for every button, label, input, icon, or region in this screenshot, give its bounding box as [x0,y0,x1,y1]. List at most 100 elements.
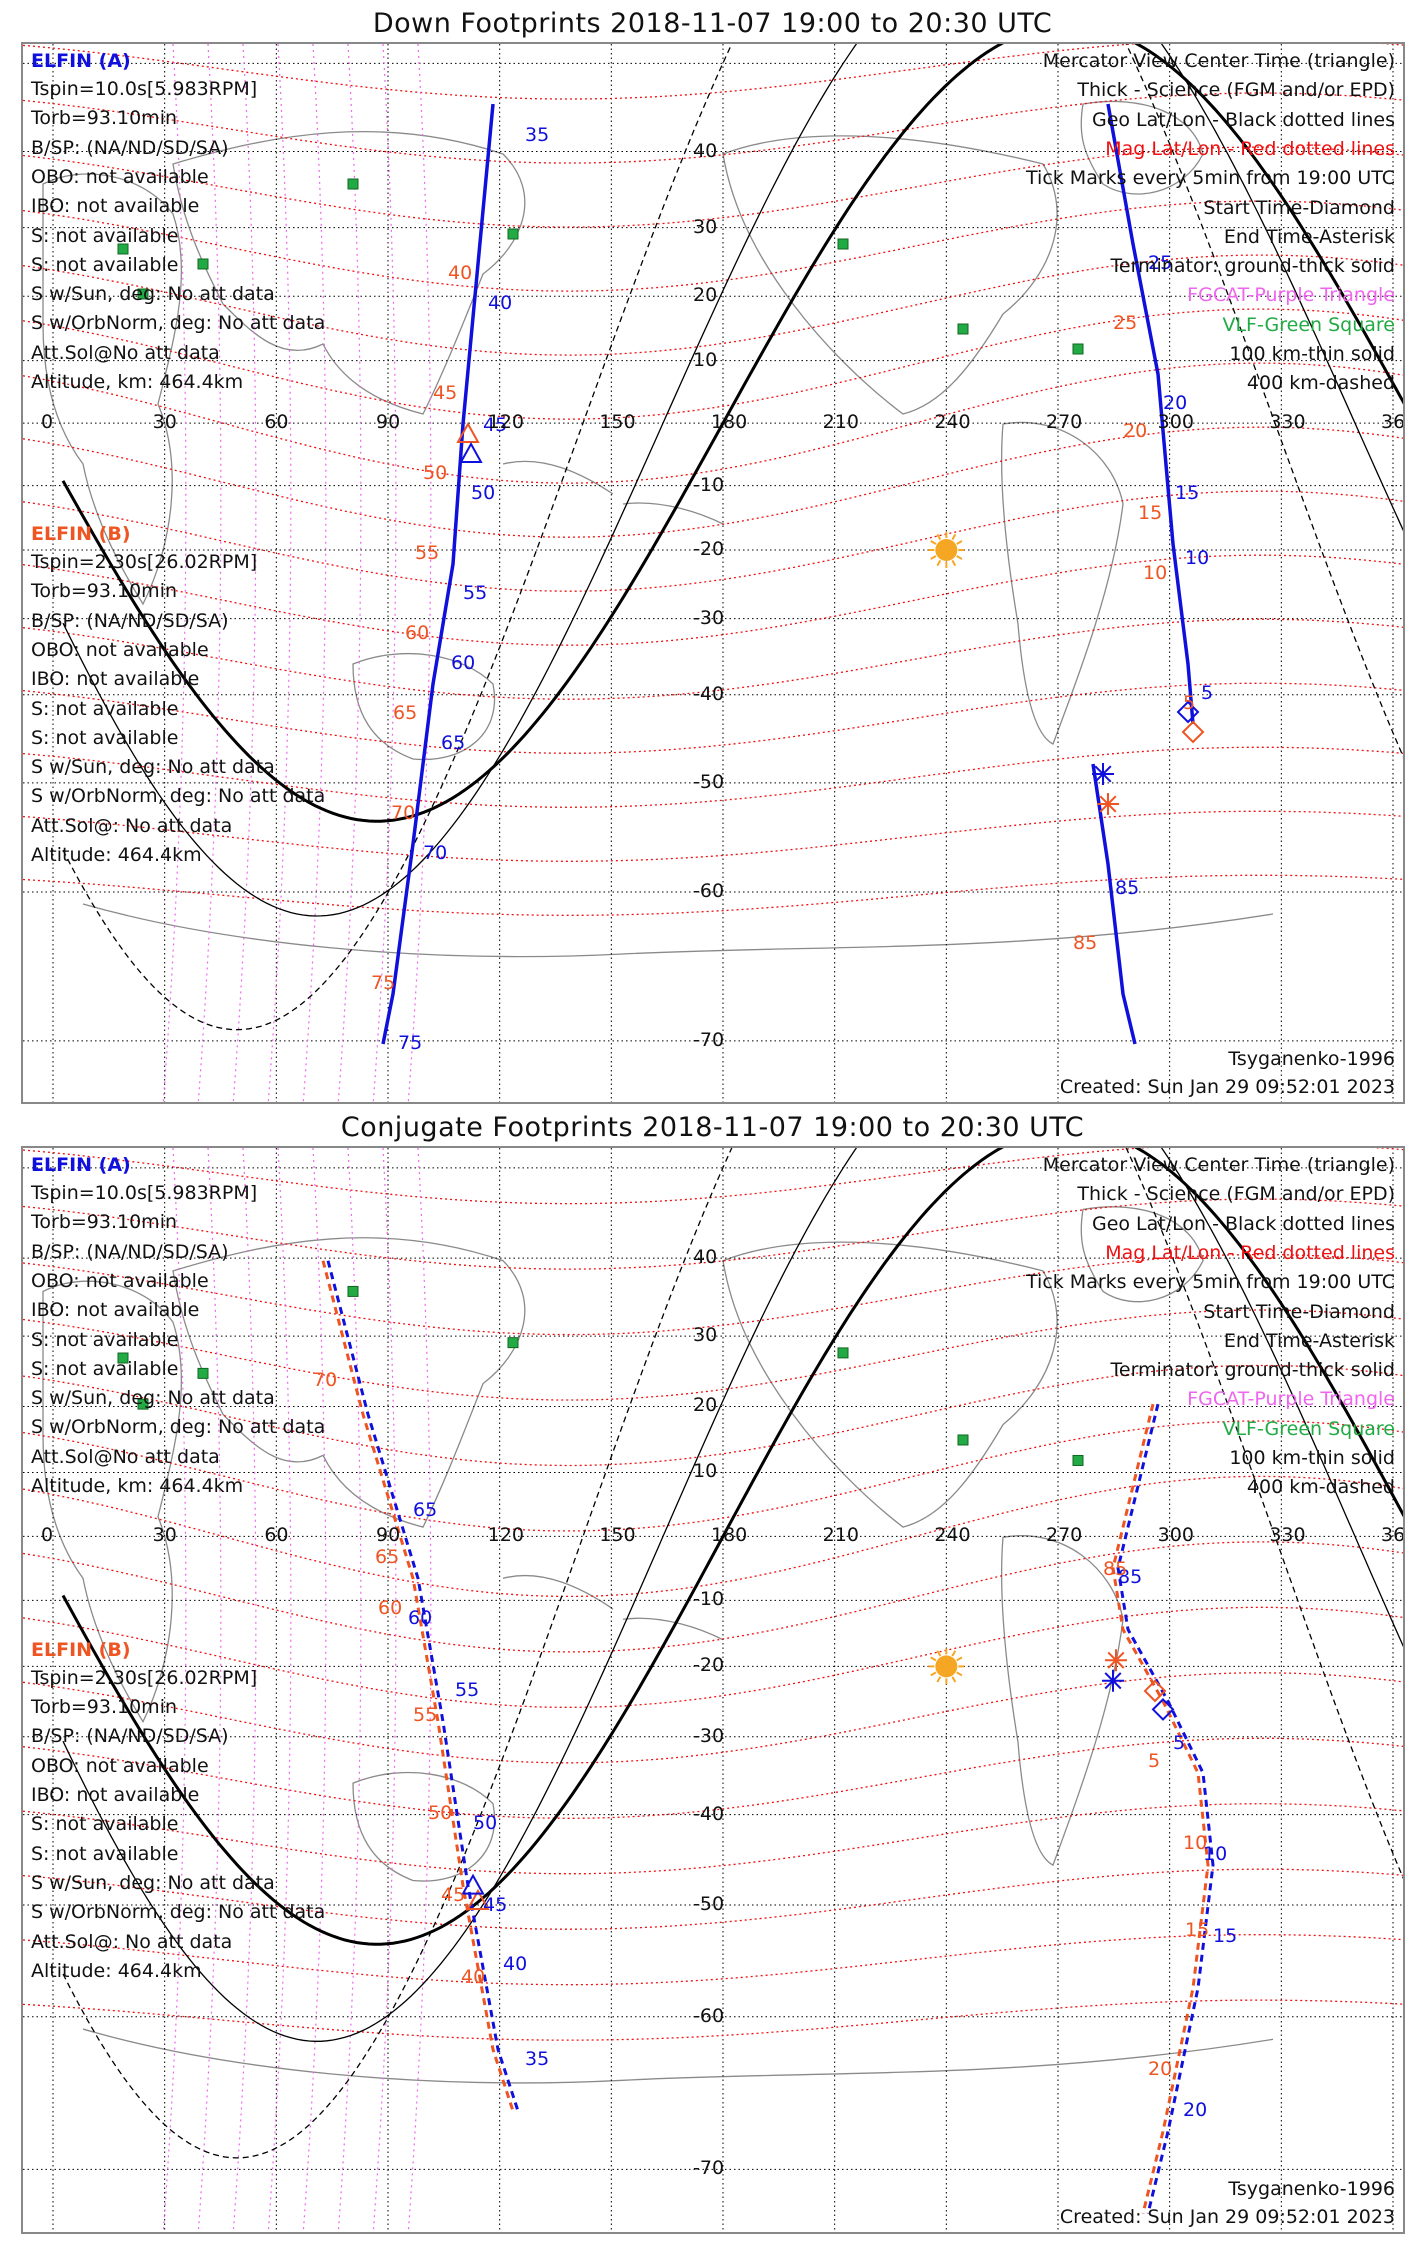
sc-a-info-line: Att.Sol@No att data [31,1445,220,1468]
sc-a-name: ELFIN (A) [31,1154,131,1176]
track-tick-label-a: 85 [1115,877,1140,899]
legend-entry: Start Time-Diamond [1203,1300,1395,1323]
mag-parallel [23,1148,1403,1205]
mag-meridian [267,1148,292,2232]
mag-grid [23,44,1403,916]
longitude-tick-label: 0 [41,411,54,434]
sc-b-info-line: S w/Sun, deg: No att data [31,756,275,779]
vlf-station-marker [197,258,209,270]
vlf-station-marker [957,323,969,335]
vlf-station-marker [347,1285,359,1297]
sun-ray [951,559,957,567]
sc-b-name: ELFIN (B) [31,1638,131,1661]
asterisk-stroke [1104,1672,1122,1690]
longitude-tick-label: 60 [264,411,289,434]
created-timestamp: Created: Sun Jan 29 09:52:01 2023 [1059,1076,1395,1098]
mag-meridians [162,44,432,1102]
mag-meridian [407,1148,432,2232]
latitude-tick-label: -60 [693,2004,725,2027]
mag-parallel [23,1606,1403,1708]
track-tick-label-b: 75 [371,972,396,994]
track-tick-label-b: 65 [393,702,418,724]
mag-meridian [267,44,292,1102]
longitude-tick-label: 120 [487,411,524,434]
vlf-station-marker [137,288,149,300]
end-asterisk-a [1102,1669,1124,1692]
track-tick-label-a: 15 [1175,482,1200,504]
track-tick-label-a: 45 [483,1893,508,1916]
vlf-station-marker [837,238,849,250]
track-tick-label-a: 55 [463,582,488,604]
track-tick-label-b: 50 [428,1801,453,1824]
track-tick-label-b: 40 [461,1965,486,1988]
track-tick-label-a: 5 [1173,1732,1186,1754]
mag-parallel [23,1364,1403,1467]
sc-a-info-line: B/SP: (NA/ND/SD/SA) [31,1240,229,1263]
track-tick-label-b: 15 [1185,1919,1210,1942]
coastline-landmass [42,173,182,606]
mag-meridians [162,1148,432,2232]
track-tick-label-a: 45 [483,414,508,436]
sc-a-info-line: B/SP: (NA/ND/SD/SA) [31,136,229,159]
legend-entry: 400 km-dashed [1246,372,1395,395]
terminator-100km [62,1148,1403,2042]
track-tick-label-b: 70 [313,1369,338,1392]
mag-meridian [372,1148,397,2232]
sc-a-track [326,1260,520,2112]
track-tick-label-b: 55 [415,542,440,564]
mag-parallel [23,1934,1403,1986]
sun-disk [935,539,958,562]
track-tick-label-a: 15 [1213,1924,1238,1947]
coastline-landmass [352,653,496,761]
track-tick-label-b: 60 [378,1596,403,1619]
sun-ray [930,1656,937,1662]
mag-parallel [23,1198,1403,1270]
coastline-landmass [352,1771,496,1882]
legend-entry: Mercator View Center Time (triangle) [1042,50,1395,72]
sc-a-info-line: S w/OrbNorm, deg: No att data [31,312,326,335]
sun-ray [956,1671,963,1677]
sc-b-info-line: Altitude: 464.4km [31,1959,202,1982]
sc-a-info-line: S w/OrbNorm, deg: No att data [31,1416,326,1439]
mag-meridian [302,44,327,1102]
legend-entry: Thick - Science (FGM and/or EPD) [1077,1183,1395,1206]
legend-entry: End Time-Asterisk [1223,225,1395,248]
legend-entry: Tick Marks every 5min from 19:00 UTC [1026,1271,1395,1294]
longitude-tick-label: 150 [599,1524,636,1547]
legend-entry: VLF-Green Square [1222,1417,1395,1440]
vlf-station-marker [347,178,359,190]
sun-ray [930,540,937,545]
legend-entry: FGCAT-Purple Triangle [1187,284,1395,307]
track-tick-label-a: 60 [451,652,476,674]
track-tick-label-b: 45 [441,1883,466,1906]
latitude-tick-label: 20 [693,1394,718,1417]
track-tick-label-a: 75 [398,1032,423,1054]
longitude-tick-label: 90 [376,1524,401,1547]
mag-parallel [23,682,1403,754]
legend-entry: Start Time-Diamond [1203,196,1395,219]
sc-b-name: ELFIN (B) [31,523,131,546]
coastline-landmass [1001,421,1124,745]
sc-a-info-line: Altitude, km: 464.4km [31,371,244,393]
track-tick-label-b: 15 [1138,502,1163,524]
sc-b-info-line: IBO: not available [31,1784,200,1807]
track-tick-label-b: 40 [448,262,473,284]
asterisk-stroke [1099,795,1117,813]
mag-parallel [23,426,1403,538]
vlf-station-marker [957,1434,969,1446]
map-panel: 35 40 45 50 55 60 65 70 75 40 45 50 55 60 65 70 75 25 20 15… [21,42,1405,1104]
sc-a-track [1106,103,1195,725]
sc-b-info-line: S: not available [31,697,179,720]
longitude-tick-label: 240 [934,1524,971,1547]
latitude-tick-label: -20 [693,538,725,560]
sun-ray [936,559,942,567]
longitude-tick-label: 270 [1046,1524,1083,1547]
track-tick-label-a: 65 [441,732,466,754]
track-tick-label-b: 5 [1148,1750,1161,1773]
latitude-tick-label: -50 [693,1893,725,1915]
asterisk-stroke [1107,1651,1125,1669]
view-center-triangle-a [461,1873,485,1895]
coastline-landmass [722,135,1058,415]
legend-entry: FGCAT-Purple Triangle [1187,1388,1395,1411]
mag-parallel [23,92,1403,164]
